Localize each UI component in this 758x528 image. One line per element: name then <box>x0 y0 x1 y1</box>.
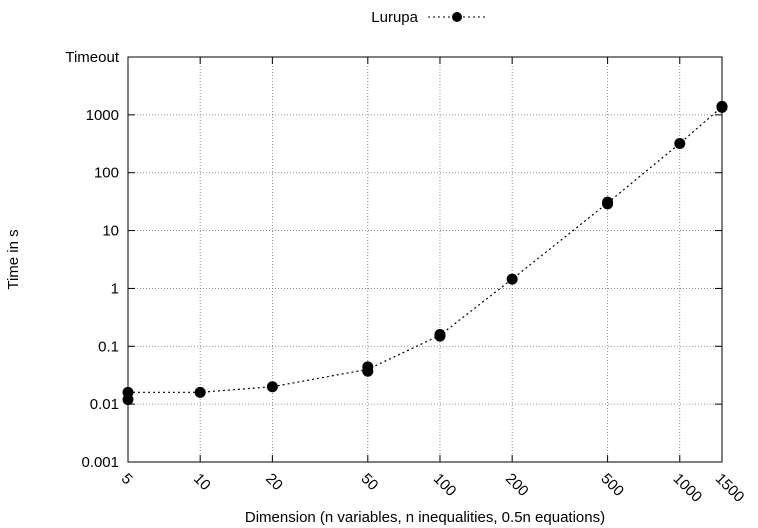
data-point <box>602 198 614 210</box>
x-tick-label: 50 <box>358 470 382 494</box>
series-lurupa <box>122 100 728 406</box>
y-tick-label: 1000 <box>86 107 119 124</box>
x-tick-label: 100 <box>430 470 460 500</box>
y-tick-label: 100 <box>94 165 119 182</box>
grid <box>128 57 722 462</box>
x-tick-label: 5 <box>118 470 136 488</box>
data-point <box>716 101 728 113</box>
x-tick-label: 20 <box>262 470 286 494</box>
data-point <box>362 365 374 377</box>
x-tick-label: 1500 <box>712 470 748 506</box>
data-point <box>674 137 686 149</box>
legend: Lurupa <box>371 9 487 26</box>
legend-label-lurupa: Lurupa <box>371 9 418 26</box>
y-tick-label-timeout: Timeout <box>65 49 119 66</box>
data-point <box>434 330 446 342</box>
x-axis-label: Dimension (n variables, n inequalities, … <box>245 509 605 526</box>
y-tick-label: 0.1 <box>98 338 119 355</box>
y-axis-label: Time in s <box>5 229 22 289</box>
series-line-lurupa <box>128 106 723 393</box>
x-tick-label: 500 <box>597 470 627 500</box>
x-tick-label: 200 <box>502 470 532 500</box>
y-tick-label: 0.001 <box>81 454 119 471</box>
plot-area-frame <box>127 56 723 463</box>
data-point <box>122 394 134 406</box>
axis-ticks: 0.001 0.01 0.1 1 10 100 1000 Timeout 5 10 20 50 100 2… <box>65 49 747 506</box>
y-tick-label: 0.01 <box>90 396 119 413</box>
data-point <box>266 381 278 393</box>
data-point <box>194 386 206 398</box>
x-tick-label: 1000 <box>670 470 706 506</box>
data-point <box>506 273 518 285</box>
legend-marker <box>452 12 462 22</box>
y-tick-label: 1 <box>111 280 119 297</box>
x-tick-label: 10 <box>190 470 214 494</box>
y-tick-label: 10 <box>102 223 119 240</box>
